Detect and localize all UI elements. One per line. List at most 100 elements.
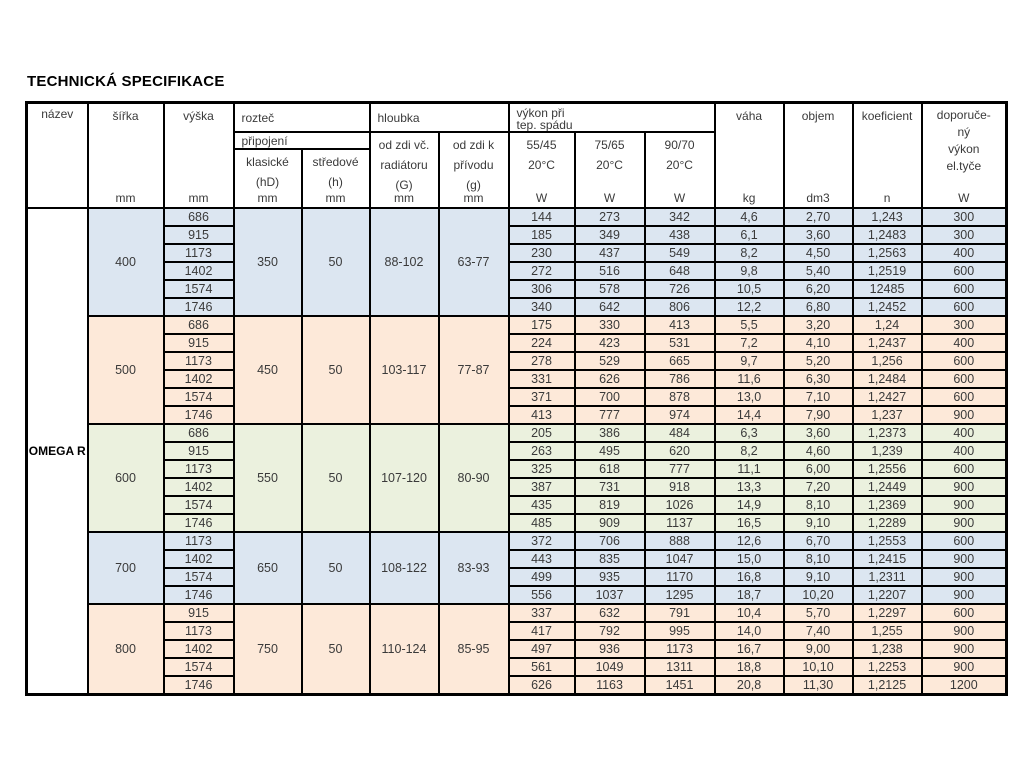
coefficient-cell: 1,2553 (851, 531, 923, 551)
el-rod-power-cell: 900 (920, 585, 1008, 605)
col-header-temp-75-65: 75/65 20°C W (573, 131, 646, 209)
el-rod-power-cell: 900 (920, 477, 1008, 497)
power-90-70-cell: 484 (643, 423, 716, 443)
height-cell: 1574 (162, 279, 235, 299)
table-row: 1574 499 935 1170 16,8 9,10 1,2311 900 (27, 567, 1008, 587)
power-55-45-cell: 372 (507, 531, 576, 551)
pitch-central-cell: 50 (300, 423, 371, 533)
power-75-65-cell: 516 (573, 261, 646, 281)
power-55-45-cell: 499 (507, 567, 576, 587)
power-75-65-cell: 642 (573, 297, 646, 317)
power-55-45-cell: 337 (507, 603, 576, 623)
weight-cell: 10,5 (713, 279, 785, 299)
power-55-45-cell: 306 (507, 279, 576, 299)
table-row: 1173 278 529 665 9,7 5,20 1,256 600 (27, 351, 1008, 371)
coefficient-cell: 1,2125 (851, 675, 923, 696)
pitch-classic-cell: 450 (232, 315, 303, 425)
pitch-central-cell: 50 (300, 315, 371, 425)
col-header-stredove: středové (h) mm (300, 148, 371, 209)
el-rod-power-cell: 400 (920, 423, 1008, 443)
coefficient-cell: 1,2484 (851, 369, 923, 389)
table-row: 1173 230 437 549 8,2 4,50 1,2563 400 (27, 243, 1008, 263)
klasicke-unit: mm (257, 191, 278, 205)
pitch-central-cell: 50 (300, 603, 371, 696)
table-row: 915 185 349 438 6,1 3,60 1,2483 300 (27, 225, 1008, 245)
coefficient-cell: 1,243 (851, 207, 923, 227)
volume-cell: 8,10 (782, 549, 854, 569)
el-rod-power-cell: 900 (920, 639, 1008, 659)
coefficient-cell: 1,2311 (851, 567, 923, 587)
power-90-70-cell: 1170 (643, 567, 716, 587)
col-header-klasicke: klasické (hD) mm (232, 148, 303, 209)
volume-cell: 7,90 (782, 405, 854, 425)
vykon-spad-label: výkon při tep. spádu (516, 106, 573, 132)
col-header-od-zdi-radiator: od zdi vč. radiátoru (G) mm (368, 131, 440, 209)
power-55-45-cell: 205 (507, 423, 576, 443)
table-row: 1402 387 731 918 13,3 7,20 1,2449 900 (27, 477, 1008, 497)
temp-75-65-label: 75/65 20°C (594, 138, 625, 172)
power-75-65-cell: 835 (573, 549, 646, 569)
temp-55-45-label: 55/45 20°C (526, 138, 557, 172)
el-rod-power-cell: 600 (920, 369, 1008, 389)
coefficient-cell: 1,24 (851, 315, 923, 335)
power-90-70-cell: 791 (643, 603, 716, 623)
volume-cell: 2,70 (782, 207, 854, 227)
el-rod-power-cell: 600 (920, 261, 1008, 281)
volume-cell: 5,70 (782, 603, 854, 623)
height-cell: 1746 (162, 513, 235, 533)
height-cell: 686 (162, 423, 235, 443)
table-row: 1746 340 642 806 12,2 6,80 1,2452 600 (27, 297, 1008, 317)
el-rod-power-cell: 600 (920, 279, 1008, 299)
height-cell: 1173 (162, 351, 235, 371)
power-75-65-cell: 578 (573, 279, 646, 299)
el-rod-power-cell: 900 (920, 405, 1008, 425)
weight-cell: 16,8 (713, 567, 785, 587)
power-90-70-cell: 549 (643, 243, 716, 263)
width-cell: 500 (86, 315, 165, 425)
weight-cell: 18,7 (713, 585, 785, 605)
col-header-temp-90-70: 90/70 20°C W (643, 131, 716, 209)
col-header-doporuceny-vykon: doporuče- ný výkon el.tyče W (920, 101, 1008, 209)
weight-cell: 12,2 (713, 297, 785, 317)
el-rod-power-cell: 600 (920, 531, 1008, 551)
col-header-vyska: výška mm (162, 101, 235, 209)
pitch-classic-cell: 750 (232, 603, 303, 696)
volume-cell: 6,00 (782, 459, 854, 479)
volume-cell: 6,70 (782, 531, 854, 551)
coefficient-cell: 1,239 (851, 441, 923, 461)
volume-cell: 7,20 (782, 477, 854, 497)
weight-cell: 9,8 (713, 261, 785, 281)
weight-cell: 5,5 (713, 315, 785, 335)
page-title: TECHNICKÁ SPECIFIKACE (27, 73, 225, 90)
weight-cell: 14,0 (713, 621, 785, 641)
stredove-unit: mm (325, 191, 346, 205)
power-75-65-cell: 423 (573, 333, 646, 353)
od-zdi-privod-label: od zdi k přívodu (g) (452, 138, 495, 192)
header-row-1: název šířka mm výška mm rozteč hloubka v… (25, 101, 1008, 209)
power-90-70-cell: 888 (643, 531, 716, 551)
volume-cell: 3,60 (782, 225, 854, 245)
weight-cell: 10,4 (713, 603, 785, 623)
group-header-roztec: rozteč (232, 101, 371, 133)
weight-cell: 11,1 (713, 459, 785, 479)
power-55-45-cell: 556 (507, 585, 576, 605)
depth-radiator-cell: 103-117 (368, 315, 440, 425)
power-90-70-cell: 1173 (643, 639, 716, 659)
weight-cell: 12,6 (713, 531, 785, 551)
power-55-45-cell: 144 (507, 207, 576, 227)
doporuceny-unit: W (958, 191, 970, 205)
coefficient-cell: 1,2253 (851, 657, 923, 677)
pitch-central-cell: 50 (300, 207, 371, 317)
coefficient-cell: 1,2437 (851, 333, 923, 353)
power-90-70-cell: 878 (643, 387, 716, 407)
volume-cell: 9,10 (782, 513, 854, 533)
el-rod-power-cell: 1200 (920, 675, 1008, 696)
table-row: 1173 325 618 777 11,1 6,00 1,2556 600 (27, 459, 1008, 479)
power-55-45-cell: 417 (507, 621, 576, 641)
power-75-65-cell: 909 (573, 513, 646, 533)
weight-cell: 8,2 (713, 441, 785, 461)
power-90-70-cell: 1047 (643, 549, 716, 569)
weight-cell: 8,2 (713, 243, 785, 263)
height-cell: 1173 (162, 459, 235, 479)
el-rod-power-cell: 600 (920, 387, 1008, 407)
